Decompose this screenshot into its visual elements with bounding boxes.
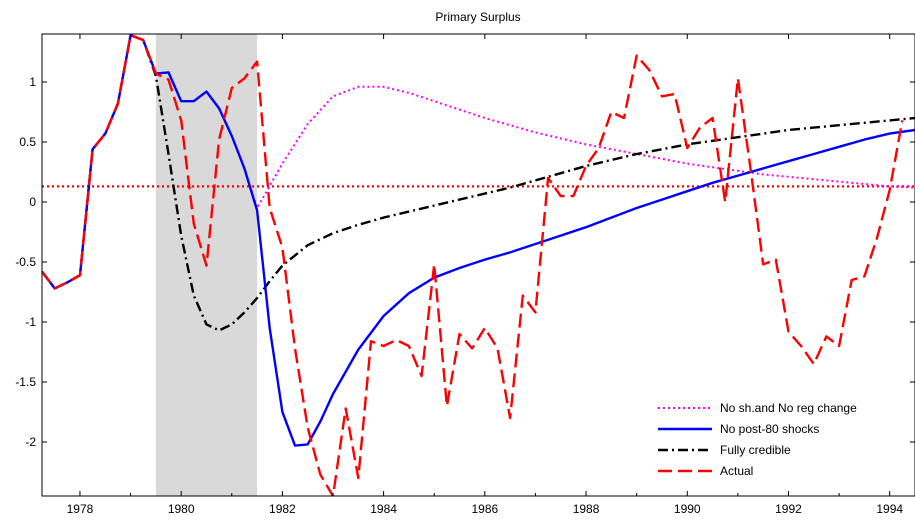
series-line-3 (42, 34, 904, 496)
legend-label-3: Actual (720, 464, 753, 478)
x-tick-label: 1982 (269, 502, 296, 516)
legend-label-0: No sh.and No reg change (720, 401, 857, 415)
legend-label-2: Fully credible (720, 443, 791, 457)
x-tick-label: 1980 (168, 502, 195, 516)
y-tick-label: 0.5 (19, 135, 36, 149)
chart-title: Primary Surplus (435, 10, 520, 24)
x-tick-label: 1984 (370, 502, 397, 516)
x-tick-label: 1992 (775, 502, 802, 516)
y-tick-label: 1 (29, 75, 36, 89)
x-tick-label: 1988 (573, 502, 600, 516)
x-tick-label: 1978 (67, 502, 94, 516)
x-tick-label: 1986 (471, 502, 498, 516)
x-tick-label: 1990 (674, 502, 701, 516)
y-tick-label: 0 (29, 195, 36, 209)
y-tick-label: -2 (25, 435, 36, 449)
x-tick-label: 1994 (876, 502, 903, 516)
y-tick-label: -1.5 (15, 375, 36, 389)
y-tick-label: -1 (25, 315, 36, 329)
legend-label-1: No post-80 shocks (720, 422, 819, 436)
plot-frame (41, 33, 915, 497)
y-tick-label: -0.5 (15, 255, 36, 269)
